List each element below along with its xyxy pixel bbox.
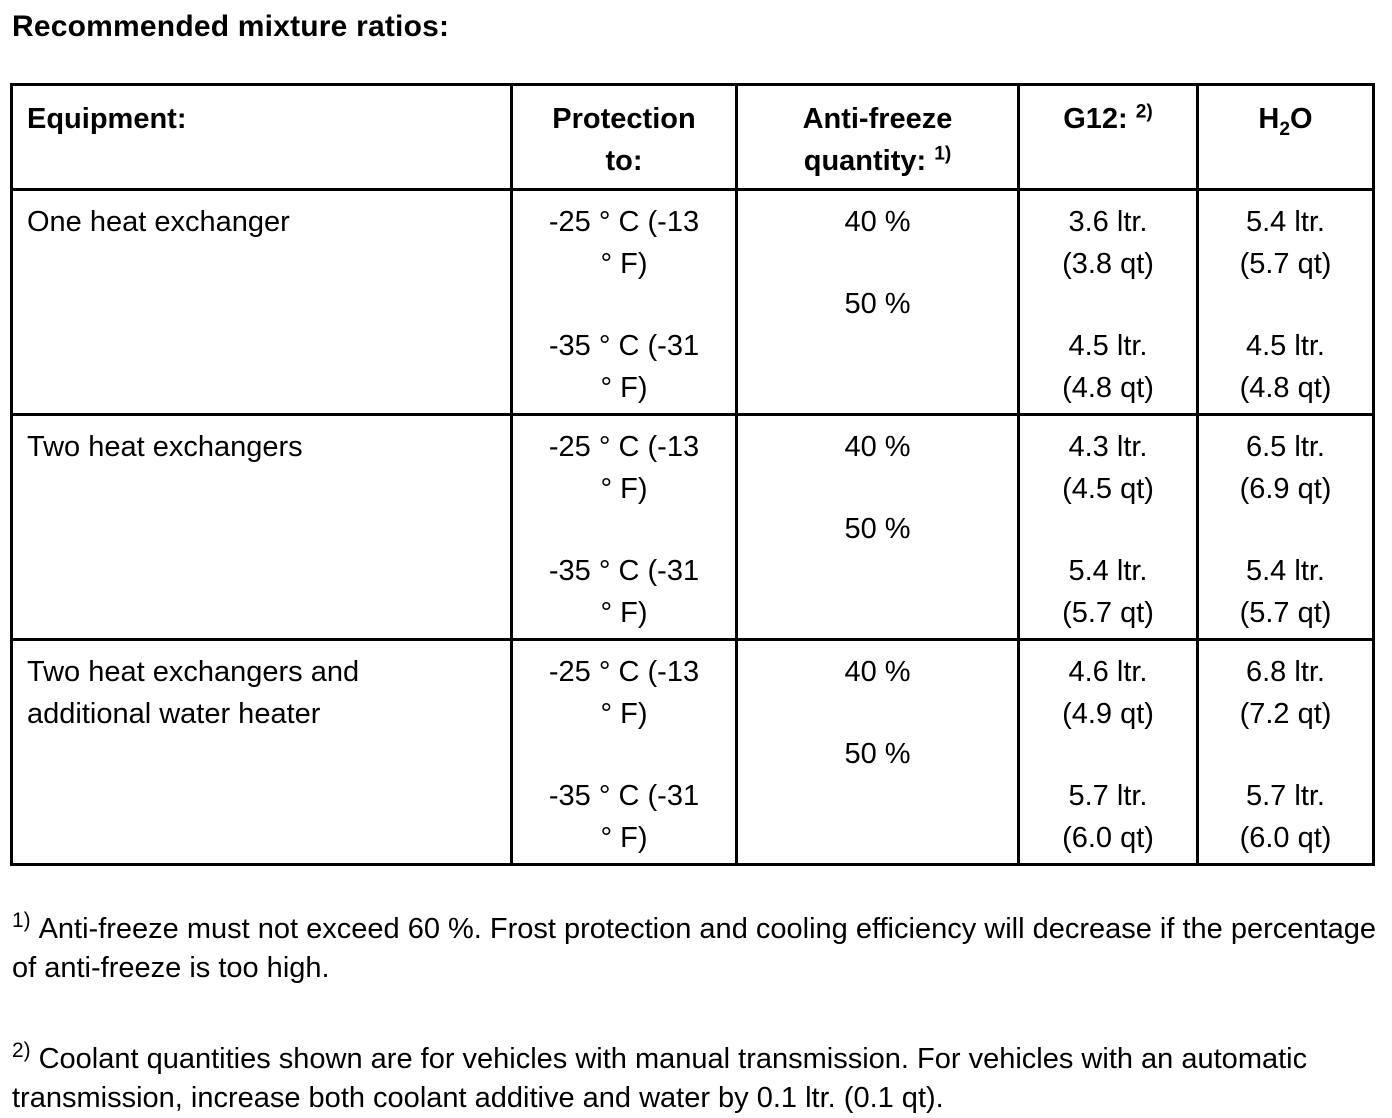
- footnote-1: 1) Anti-freeze must not exceed 60 %. Fros…: [12, 910, 1382, 988]
- cell-protection: -25 ° C (-13 ° F) -35 ° C (-31 ° F): [510, 413, 738, 641]
- table-row: Two heat exchangers and additional water…: [10, 638, 1375, 866]
- g12-value: 3.6 ltr. (3.8 qt): [1062, 206, 1154, 280]
- equipment-value: Two heat exchangers and additional water…: [27, 656, 360, 730]
- h2o-value: 5.4 ltr. (5.7 qt): [1239, 555, 1332, 629]
- h2o-value: 6.5 ltr. (6.9 qt): [1239, 431, 1332, 505]
- cell-antifreeze-quantity: 40 % 50 %: [735, 188, 1020, 416]
- protection-header-label: Protection to:: [552, 103, 696, 177]
- cell-h2o: 5.4 ltr. (5.7 qt) 4.5 ltr. (4.8 qt): [1196, 188, 1375, 416]
- protection-value: -25 ° C (-13 ° F): [548, 206, 700, 280]
- g12-value: 5.7 ltr. (6.0 qt): [1062, 780, 1154, 854]
- equipment-value: One heat exchanger: [27, 206, 290, 238]
- footnote-ref-2: 2): [1135, 101, 1153, 123]
- footnote-ref-1: 1): [934, 143, 952, 165]
- table-header-row: Equipment: Protection to: Anti-freeze qu…: [10, 83, 1375, 191]
- g12-value: 4.6 ltr. (4.9 qt): [1062, 656, 1154, 730]
- cell-g12: 4.6 ltr. (4.9 qt) 5.7 ltr. (6.0 qt): [1017, 638, 1199, 866]
- column-header-antifreeze-quantity: Anti-freeze quantity: 1): [735, 83, 1020, 191]
- cell-equipment: One heat exchanger: [10, 188, 513, 416]
- g12-value: 5.4 ltr. (5.7 qt): [1062, 555, 1154, 629]
- table-row: One heat exchanger -25 ° C (-13 ° F) -35…: [10, 188, 1375, 416]
- g12-value: 4.3 ltr. (4.5 qt): [1062, 431, 1154, 505]
- column-header-h2o: H2O: [1196, 83, 1375, 191]
- antifreeze-quantity-value: 40 %: [844, 206, 911, 238]
- h2o-value: 5.4 ltr. (5.7 qt): [1239, 206, 1332, 280]
- cell-g12: 4.3 ltr. (4.5 qt) 5.4 ltr. (5.7 qt): [1017, 413, 1199, 641]
- antifreeze-quantity-value: 50 %: [844, 288, 911, 320]
- antifreeze-quantity-value: 50 %: [844, 738, 911, 770]
- table-row: Two heat exchangers -25 ° C (-13 ° F) -3…: [10, 413, 1375, 641]
- g12-header-label: G12:: [1063, 103, 1128, 135]
- cell-antifreeze-quantity: 40 % 50 %: [735, 413, 1020, 641]
- protection-value: -35 ° C (-31 ° F): [548, 780, 700, 854]
- h2o-value: 4.5 ltr. (4.8 qt): [1239, 330, 1332, 404]
- cell-antifreeze-quantity: 40 % 50 %: [735, 638, 1020, 866]
- antifreeze-quantity-value: 40 %: [844, 431, 911, 463]
- g12-value: 4.5 ltr. (4.8 qt): [1062, 330, 1154, 404]
- h2o-value: 5.7 ltr. (6.0 qt): [1239, 780, 1332, 854]
- antifreeze-header-line2: quantity: 1): [803, 143, 952, 177]
- h2o-value: 6.8 ltr. (7.2 qt): [1239, 656, 1332, 730]
- cell-h2o: 6.5 ltr. (6.9 qt) 5.4 ltr. (5.7 qt): [1196, 413, 1375, 641]
- column-header-protection: Protection to:: [510, 83, 738, 191]
- h2o-header-label: H2O: [1258, 103, 1313, 140]
- cell-equipment: Two heat exchangers: [10, 413, 513, 641]
- cell-h2o: 6.8 ltr. (7.2 qt) 5.7 ltr. (6.0 qt): [1196, 638, 1375, 866]
- footnote-1-text: Anti-freeze must not exceed 60 %. Frost …: [12, 913, 1376, 984]
- cell-protection: -25 ° C (-13 ° F) -35 ° C (-31 ° F): [510, 638, 738, 866]
- equipment-value: Two heat exchangers: [27, 431, 303, 463]
- footnote-2-marker: 2): [12, 1039, 31, 1063]
- protection-value: -25 ° C (-13 ° F): [548, 656, 700, 730]
- footnote-2: 2) Coolant quantities shown are for vehic…: [12, 1040, 1382, 1118]
- antifreeze-quantity-value: 50 %: [844, 513, 911, 545]
- antifreeze-quantity-value: 40 %: [844, 656, 911, 688]
- mixture-ratio-table: Equipment: Protection to: Anti-freeze qu…: [10, 83, 1375, 866]
- column-header-g12: G12: 2): [1017, 83, 1199, 191]
- protection-value: -25 ° C (-13 ° F): [548, 431, 700, 505]
- footnotes-section: 1) Anti-freeze must not exceed 60 %. Fros…: [10, 910, 1382, 1118]
- protection-value: -35 ° C (-31 ° F): [548, 330, 700, 404]
- protection-value: -35 ° C (-31 ° F): [548, 555, 700, 629]
- column-header-equipment: Equipment:: [10, 83, 513, 191]
- cell-equipment: Two heat exchangers and additional water…: [10, 638, 513, 866]
- footnote-1-marker: 1): [12, 909, 31, 933]
- cell-protection: -25 ° C (-13 ° F) -35 ° C (-31 ° F): [510, 188, 738, 416]
- antifreeze-header-line1: Anti-freeze: [802, 103, 953, 135]
- footnote-2-text: Coolant quantities shown are for vehicle…: [12, 1043, 1308, 1114]
- cell-g12: 3.6 ltr. (3.8 qt) 4.5 ltr. (4.8 qt): [1017, 188, 1199, 416]
- page-title: Recommended mixture ratios:: [12, 10, 450, 43]
- equipment-header-label: Equipment:: [27, 103, 187, 135]
